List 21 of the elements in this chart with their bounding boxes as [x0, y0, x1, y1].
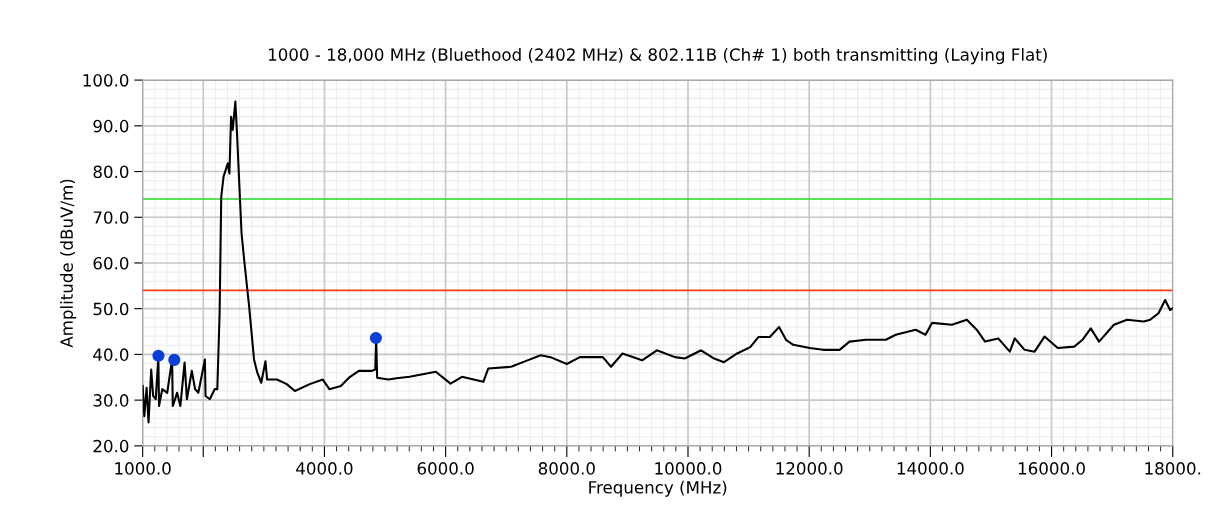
y-tick-label: 70.0	[93, 211, 129, 224]
x-axis-title: Frequency (MHz)	[589, 480, 727, 497]
y-tick-label: 50.0	[93, 302, 129, 316]
y-axis-title: Amplitude (dBuV/m)	[60, 179, 77, 348]
y-tick-label: 80.0	[93, 165, 129, 179]
x-tick-label: 4000.0	[296, 462, 353, 475]
y-tick-label: 20.0	[93, 439, 129, 453]
y-tick-label: 60.0	[93, 256, 129, 270]
x-tick-label: 16000.0	[1018, 462, 1085, 475]
x-tick-label: 1000.0	[115, 462, 171, 475]
y-tick-label: 30.0	[93, 394, 129, 407]
chart-title: 1000 - 18,000 MHz (Bluethood (2402 MHz) & 802.11B (Ch# 1) both transmitting (Laying Flat)	[268, 48, 1047, 65]
y-tick-label: 40.0	[93, 348, 129, 361]
x-tick-label: 12000.0	[776, 462, 843, 475]
y-tick-label: 90.0	[93, 119, 129, 133]
x-tick-label: 8000.0	[538, 462, 595, 475]
x-tick-label: 10000.0	[655, 462, 722, 475]
x-tick-label: 14000.0	[897, 462, 964, 475]
y-tick-label: 100.0	[83, 74, 129, 87]
x-tick-label: 18000.	[1145, 462, 1201, 475]
x-tick-label: 6000.0	[417, 462, 474, 475]
